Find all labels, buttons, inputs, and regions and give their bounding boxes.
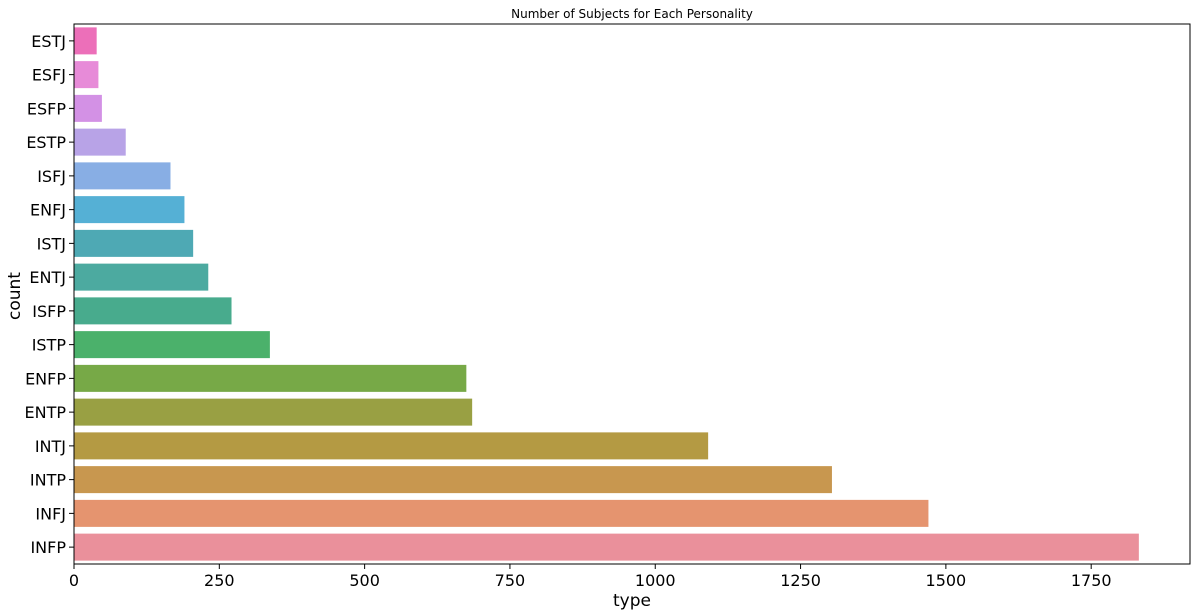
bar-estp	[74, 128, 126, 156]
y-tick-label: ENFP	[25, 369, 66, 388]
x-tick-label: 0	[69, 571, 79, 590]
y-tick-label: ESFJ	[32, 66, 66, 85]
bar-istp	[74, 331, 270, 359]
plot-frame	[73, 23, 1191, 565]
y-axis-label: count	[5, 272, 25, 320]
x-tick-label: 1500	[926, 571, 967, 590]
y-tick-label: ESTP	[26, 133, 66, 152]
bar-esfp	[74, 94, 102, 122]
chart-title: Number of Subjects for Each Personality	[511, 7, 753, 21]
bar-isfp	[74, 297, 232, 325]
bar-esfj	[74, 61, 99, 89]
y-tick-label: INTP	[30, 471, 66, 490]
y-tick-label: INTJ	[35, 437, 66, 456]
y-tick-label: ISFJ	[37, 167, 66, 186]
bar-isfj	[74, 162, 171, 190]
x-tick-label: 250	[204, 571, 235, 590]
x-axis-label: type	[613, 591, 651, 611]
bars-group	[74, 27, 1139, 561]
bar-estj	[74, 27, 97, 55]
y-tick-label: ISFP	[32, 302, 66, 321]
y-tick-label: INFJ	[35, 504, 66, 523]
y-tick-label: ENTJ	[29, 268, 66, 287]
bar-entj	[74, 263, 209, 291]
bar-intj	[74, 432, 709, 460]
y-tick-label: ESTJ	[31, 32, 66, 51]
bar-enfj	[74, 196, 185, 224]
x-tick-label: 1750	[1071, 571, 1112, 590]
x-axis-ticks: 0 250 500 750 1000 1250 1500 1750	[69, 564, 1112, 590]
y-tick-label: ESFP	[27, 99, 66, 118]
plot-border	[73, 23, 1191, 565]
x-tick-label: 500	[349, 571, 380, 590]
y-tick-label: ISTP	[32, 336, 67, 355]
bar-istj	[74, 229, 194, 257]
bar-infp	[74, 533, 1139, 561]
bar-entp	[74, 398, 473, 426]
x-tick-label: 750	[495, 571, 526, 590]
bar-infj	[74, 499, 929, 527]
y-tick-label: INFP	[30, 538, 66, 557]
y-tick-label: ENTP	[25, 403, 67, 422]
y-tick-label: ENFJ	[30, 201, 66, 220]
x-tick-label: 1000	[635, 571, 676, 590]
y-axis-ticks: ESTJ ESFJ ESFP ESTP ISFJ ENFJ ISTJ ENTJ ISFP ISTP…	[25, 32, 74, 557]
bar-enfp	[74, 364, 467, 392]
x-tick-label: 1250	[780, 571, 821, 590]
bar-intp	[74, 466, 832, 494]
y-tick-label: ISTJ	[37, 234, 66, 253]
